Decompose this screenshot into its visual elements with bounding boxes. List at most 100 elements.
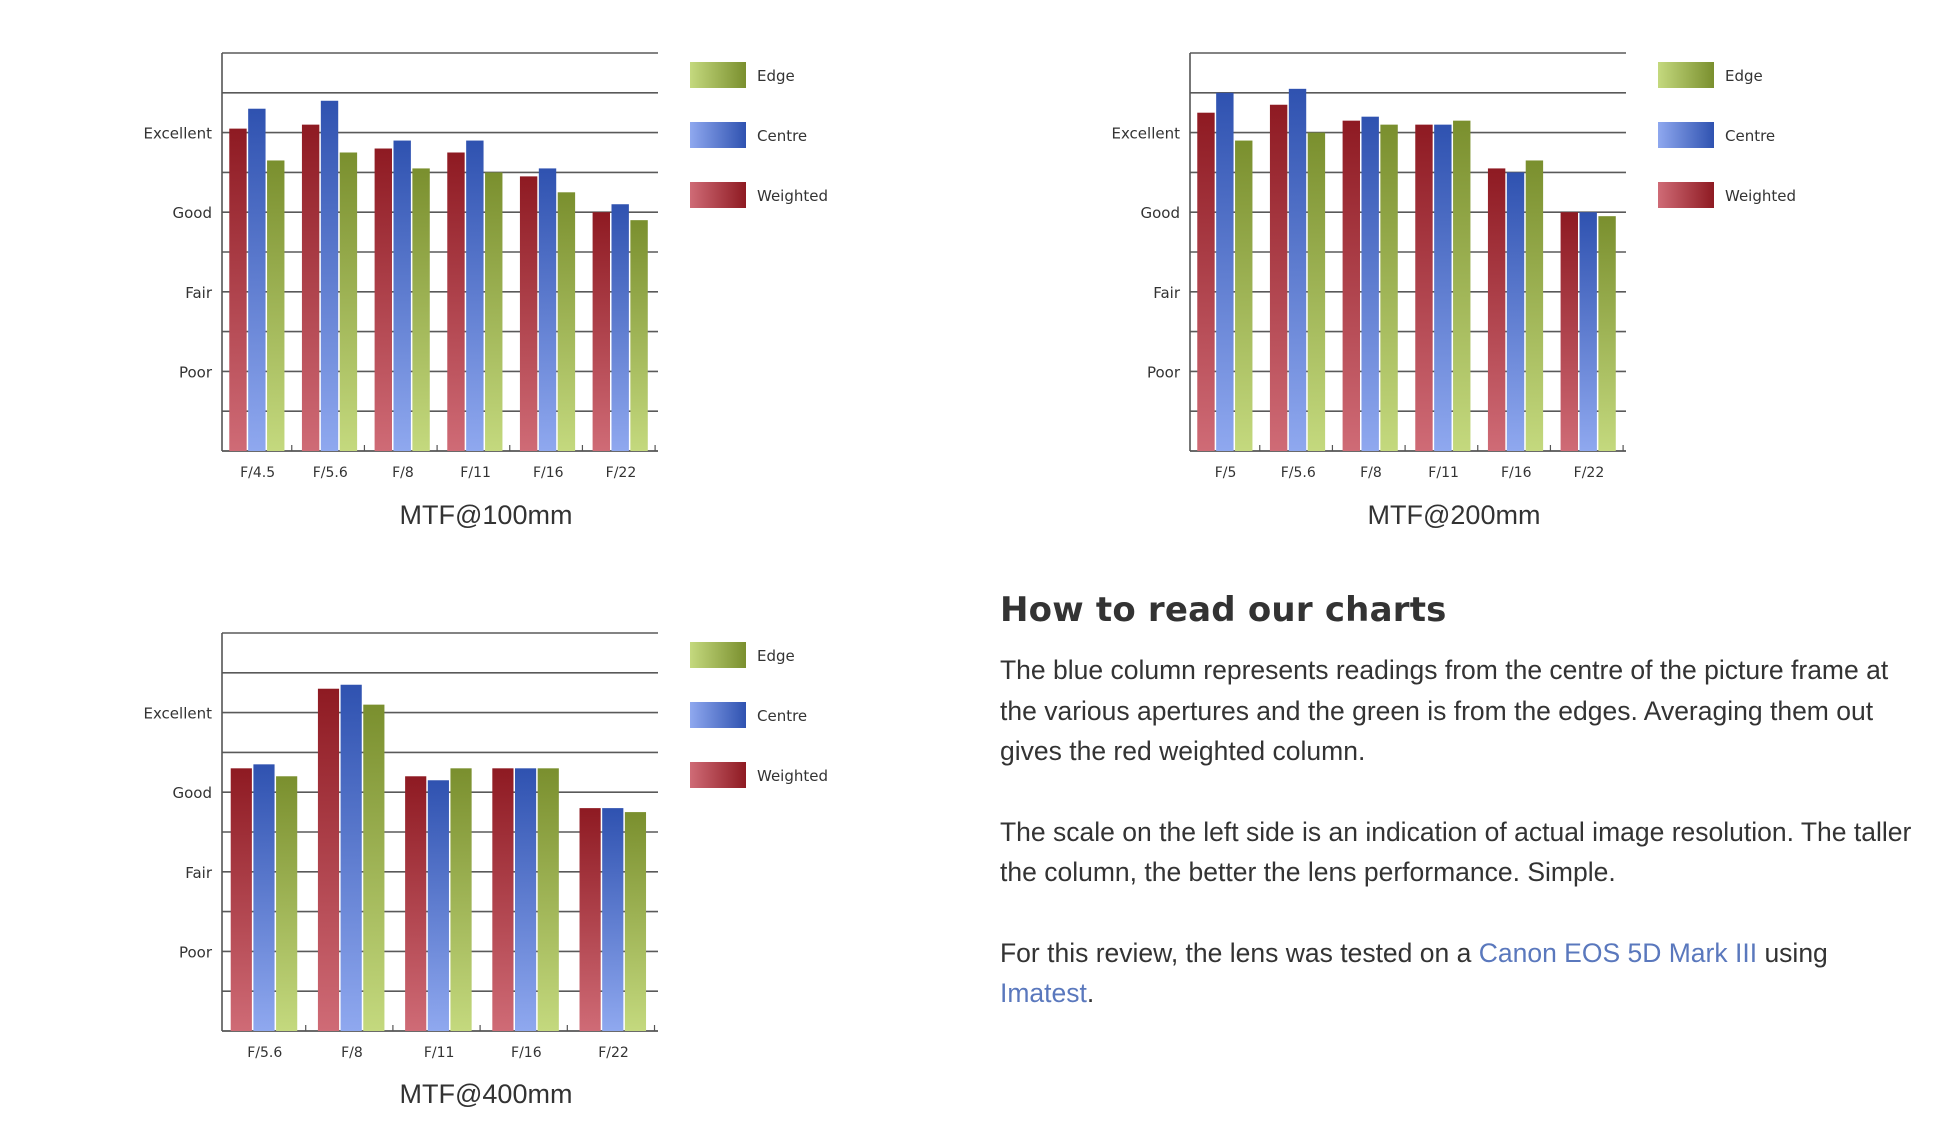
x-tick-label: F/11 — [1428, 465, 1459, 481]
bar-centre — [602, 808, 624, 1031]
x-tick-label: F/8 — [392, 465, 414, 481]
legend-swatch-centre — [690, 122, 746, 148]
legend-label: Weighted — [757, 187, 828, 205]
bar-centre — [393, 140, 411, 451]
bar-weighted — [1487, 168, 1506, 452]
x-tick-label: F/16 — [511, 1045, 542, 1061]
legend-label: Weighted — [757, 767, 828, 785]
chart-svg: Poor Fair Good Excellent F/4.5 F/5.6 F/8 F/11 F/… — [143, 52, 828, 481]
bar-weighted — [492, 768, 514, 1031]
x-tick-label: F/11 — [424, 1045, 455, 1061]
bar-weighted — [1560, 212, 1578, 451]
bars — [229, 100, 648, 452]
bar-centre — [320, 100, 339, 451]
bar-edge — [537, 768, 559, 1031]
legend-label: Edge — [1725, 67, 1763, 85]
bar-weighted — [229, 128, 247, 451]
bar-weighted — [1415, 124, 1433, 451]
chart-caption: MTF@400mm — [399, 1079, 573, 1109]
bar-edge — [1525, 160, 1544, 451]
legend-label: Centre — [757, 127, 807, 145]
legend: Edge Centre Weighted — [690, 62, 828, 208]
y-tick-label: Good — [173, 204, 213, 222]
legend-label: Centre — [757, 707, 807, 725]
bar-centre — [248, 108, 266, 451]
x-tick-label: F/5.6 — [313, 465, 348, 481]
bar-centre — [1579, 212, 1597, 451]
bar-edge — [339, 152, 358, 451]
chart-caption: MTF@200mm — [1367, 500, 1541, 530]
bars — [230, 684, 647, 1031]
bar-edge — [485, 172, 503, 451]
test-setup-text: using — [1757, 937, 1828, 968]
legend-swatch-edge — [690, 62, 746, 88]
y-tick-label: Good — [1141, 204, 1181, 222]
bar-weighted — [519, 176, 538, 451]
bar-edge — [412, 168, 430, 452]
x-tick-label: F/5.6 — [247, 1045, 282, 1061]
how-to-read-section: How to read our charts The blue column r… — [1000, 590, 1920, 1054]
bar-edge — [267, 160, 285, 451]
x-tick-label: F/22 — [598, 1045, 629, 1061]
legend: Edge Centre Weighted — [690, 642, 828, 788]
x-tick-label: F/11 — [460, 465, 491, 481]
y-tick-label: Excellent — [143, 125, 212, 143]
y-tick-label: Fair — [185, 284, 213, 302]
x-tick-label: F/16 — [533, 465, 564, 481]
bar-edge — [1235, 140, 1253, 451]
bar-weighted — [405, 776, 427, 1031]
camera-link[interactable]: Canon EOS 5D Mark III — [1478, 937, 1758, 968]
bar-centre — [514, 768, 537, 1031]
y-tick-label: Fair — [185, 864, 213, 882]
paragraph-columns: The blue column represents readings from… — [1000, 655, 1889, 766]
y-tick-label: Excellent — [143, 705, 212, 723]
bars — [1197, 88, 1616, 452]
bar-edge — [557, 192, 576, 452]
y-tick-label: Good — [173, 784, 213, 802]
imatest-link[interactable]: Imatest — [1000, 978, 1087, 1008]
bar-weighted — [230, 768, 252, 1031]
bar-centre — [611, 204, 629, 451]
y-tick-label: Poor — [179, 363, 213, 381]
bar-centre — [1434, 124, 1452, 451]
chart-svg: Poor Fair Good Excellent F/5.6 F/8 F/11 F/16 F/2… — [143, 632, 828, 1061]
legend-swatch-centre — [690, 702, 746, 728]
bar-edge — [624, 812, 647, 1031]
y-tick-label: Poor — [179, 943, 213, 961]
paragraph-test-setup: For this review, the lens was tested on … — [1000, 933, 1920, 1014]
bar-weighted — [579, 808, 601, 1031]
y-tick-label: Excellent — [1111, 125, 1180, 143]
legend-label: Centre — [1725, 127, 1775, 145]
bar-edge — [363, 704, 385, 1031]
x-tick-label: F/8 — [341, 1045, 363, 1061]
x-tick-label: F/16 — [1501, 465, 1532, 481]
legend-swatch-centre — [1658, 122, 1714, 148]
x-tick-label: F/4.5 — [240, 465, 275, 481]
bar-edge — [630, 220, 648, 451]
legend: Edge Centre Weighted — [1658, 62, 1796, 208]
bar-weighted — [1197, 112, 1215, 451]
bar-weighted — [592, 212, 610, 451]
bar-edge — [276, 776, 298, 1031]
bar-centre — [340, 684, 362, 1031]
bar-edge — [1380, 124, 1398, 451]
legend-label: Edge — [757, 67, 795, 85]
x-tick-label: F/5.6 — [1281, 465, 1316, 481]
bar-centre — [538, 168, 557, 452]
chart-mtf-400mm: Poor Fair Good Excellent F/5.6 F/8 F/11 F/16 F/2… — [140, 620, 840, 1070]
bar-weighted — [1342, 120, 1360, 451]
legend-swatch-edge — [1658, 62, 1714, 88]
bar-edge — [1453, 120, 1471, 451]
y-tick-label: Poor — [1147, 363, 1181, 381]
x-tick-label: F/22 — [1574, 465, 1605, 481]
gridlines — [222, 52, 658, 413]
bar-weighted — [374, 148, 392, 451]
chart-caption: MTF@100mm — [399, 500, 573, 530]
bar-centre — [1216, 92, 1234, 452]
chart-mtf-200mm: Poor Fair Good Excellent F/5 F/5.6 F/8 F/11 F/16… — [1108, 40, 1808, 490]
chart-svg: Poor Fair Good Excellent F/5 F/5.6 F/8 F/11 F/16… — [1111, 52, 1796, 481]
bar-centre — [466, 140, 484, 451]
bar-weighted — [1269, 104, 1288, 452]
bar-edge — [1598, 216, 1616, 451]
legend-swatch-weighted — [690, 182, 746, 208]
